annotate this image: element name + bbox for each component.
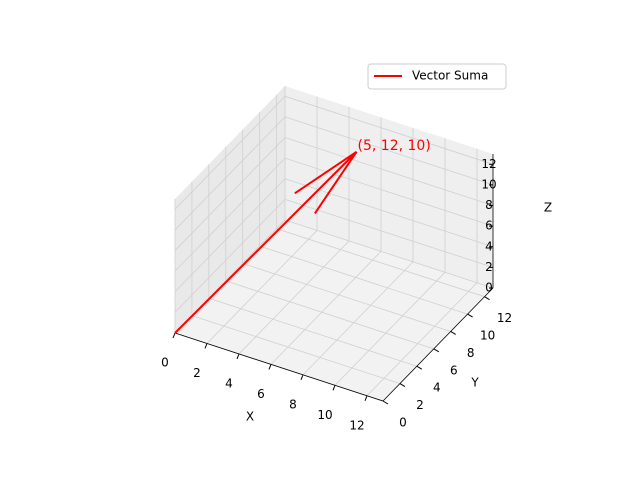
x-tick-label: 4 bbox=[225, 376, 233, 390]
grid-line bbox=[225, 280, 434, 350]
floor-pane bbox=[175, 220, 493, 401]
y-tick-label: 0 bbox=[399, 416, 407, 430]
z-tick-label: 12 bbox=[481, 157, 496, 171]
z-tick-label: 0 bbox=[485, 281, 493, 295]
grid-line bbox=[174, 157, 286, 272]
grid-line bbox=[174, 178, 286, 293]
vector-head bbox=[314, 151, 358, 214]
x-tick-label: 12 bbox=[349, 418, 364, 432]
z-tick-label: 6 bbox=[485, 219, 493, 233]
tick-mark bbox=[450, 331, 456, 335]
x-tick-label: 6 bbox=[257, 387, 265, 401]
grid-line bbox=[284, 95, 494, 165]
grid-line bbox=[174, 116, 286, 231]
grid-line bbox=[334, 272, 446, 386]
y-tick-label: 10 bbox=[480, 329, 495, 343]
grid-line bbox=[208, 297, 417, 367]
x-tick-label: 8 bbox=[289, 397, 297, 411]
tick-mark bbox=[300, 374, 304, 381]
tick-mark bbox=[484, 296, 490, 301]
vector-shaft bbox=[174, 151, 358, 334]
grid-line bbox=[242, 263, 451, 332]
tick-mark bbox=[204, 343, 208, 349]
grid-line bbox=[284, 137, 494, 206]
x-tick-label: 0 bbox=[161, 356, 169, 370]
z-axis-label: Z bbox=[544, 201, 552, 215]
y-axis-label: Y bbox=[470, 376, 479, 390]
y-axis-line bbox=[382, 287, 494, 402]
grid-line bbox=[284, 219, 494, 289]
grid-line bbox=[366, 282, 478, 397]
grid-line bbox=[302, 261, 414, 376]
grid-line bbox=[174, 199, 286, 313]
legend-box bbox=[367, 63, 507, 90]
vector-head bbox=[294, 150, 358, 195]
grid-line bbox=[191, 315, 401, 384]
y-tick-label: 6 bbox=[450, 363, 458, 377]
z-tick-label: 2 bbox=[485, 260, 493, 274]
z-tick-label: 10 bbox=[481, 177, 496, 191]
grid-line bbox=[284, 199, 494, 268]
back-pane bbox=[285, 86, 493, 288]
grid-line bbox=[238, 240, 350, 355]
x-axis-label: X bbox=[246, 410, 254, 424]
tick-mark bbox=[364, 395, 368, 401]
y-tick-label: 8 bbox=[467, 346, 475, 360]
tick-mark bbox=[467, 313, 473, 318]
tick-mark bbox=[416, 365, 423, 370]
legend-label: Vector Suma bbox=[412, 69, 488, 83]
grid-line bbox=[276, 228, 485, 298]
z-tick-label: 8 bbox=[485, 198, 493, 212]
grid-line bbox=[284, 116, 494, 186]
z-tick-label: 4 bbox=[485, 239, 493, 253]
tick-mark bbox=[236, 353, 240, 360]
tick-mark bbox=[382, 400, 389, 405]
tick-mark bbox=[433, 348, 440, 353]
grid-line bbox=[174, 96, 286, 210]
y-tick-label: 4 bbox=[433, 381, 441, 395]
tick-mark bbox=[268, 364, 272, 370]
y-tick-label: 12 bbox=[497, 311, 512, 325]
grid-line bbox=[284, 157, 494, 227]
grid-line bbox=[270, 251, 382, 365]
tick-mark bbox=[399, 383, 406, 388]
x-axis-line bbox=[174, 332, 384, 402]
y-tick-label: 2 bbox=[416, 398, 424, 412]
x-tick-label: 2 bbox=[193, 366, 201, 380]
tick-mark bbox=[332, 385, 336, 391]
tick-mark bbox=[172, 332, 176, 339]
grid-line bbox=[174, 137, 286, 251]
grid-line bbox=[284, 178, 494, 248]
annotation: (5, 12, 10) bbox=[358, 138, 431, 154]
left-pane bbox=[175, 86, 285, 333]
x-tick-label: 10 bbox=[317, 408, 332, 422]
grid-line bbox=[206, 230, 318, 344]
grid-line bbox=[259, 245, 468, 315]
